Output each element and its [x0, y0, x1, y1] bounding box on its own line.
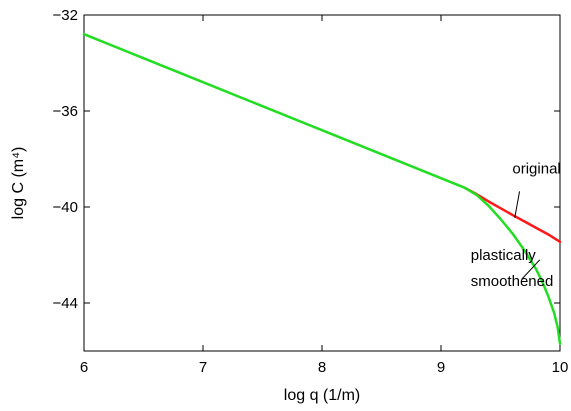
plot-frame: [83, 14, 561, 352]
y-tick-label: −44: [53, 295, 78, 312]
x-tick-label: 9: [437, 359, 445, 376]
series: [82, 32, 562, 346]
x-tick-label: 10: [552, 359, 569, 376]
y-axis-label: log C (m⁴): [10, 147, 27, 220]
annotations: original plastically smoothened: [471, 160, 561, 290]
series-line-red: [463, 186, 562, 244]
x-tick-label: 7: [199, 359, 207, 376]
annotation-label: smoothened: [471, 273, 554, 290]
series-line-green: [82, 32, 562, 346]
y-tick-label: −40: [53, 199, 78, 216]
ticks: 6 7 8 9 10 −44 −40 −36 −32: [53, 7, 569, 376]
y-tick-label: −32: [53, 7, 78, 24]
annotation-pointer: [521, 259, 541, 280]
x-tick-label: 8: [318, 359, 326, 376]
annotation-label: plastically: [471, 247, 537, 264]
x-axis-label: log q (1/m): [284, 387, 360, 404]
y-tick-label: −36: [53, 103, 78, 120]
annotation-pointer: [514, 191, 521, 218]
x-tick-label: 6: [80, 359, 88, 376]
annotation-label: original: [512, 160, 560, 177]
